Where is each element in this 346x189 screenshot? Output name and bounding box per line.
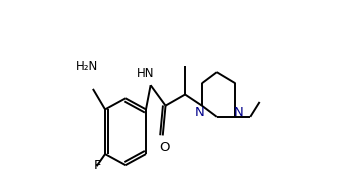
Text: N: N (195, 106, 205, 119)
Text: F: F (94, 159, 101, 172)
Text: N: N (233, 106, 243, 119)
Text: O: O (160, 141, 170, 154)
Text: HN: HN (137, 67, 155, 80)
Text: H₂N: H₂N (76, 60, 99, 73)
